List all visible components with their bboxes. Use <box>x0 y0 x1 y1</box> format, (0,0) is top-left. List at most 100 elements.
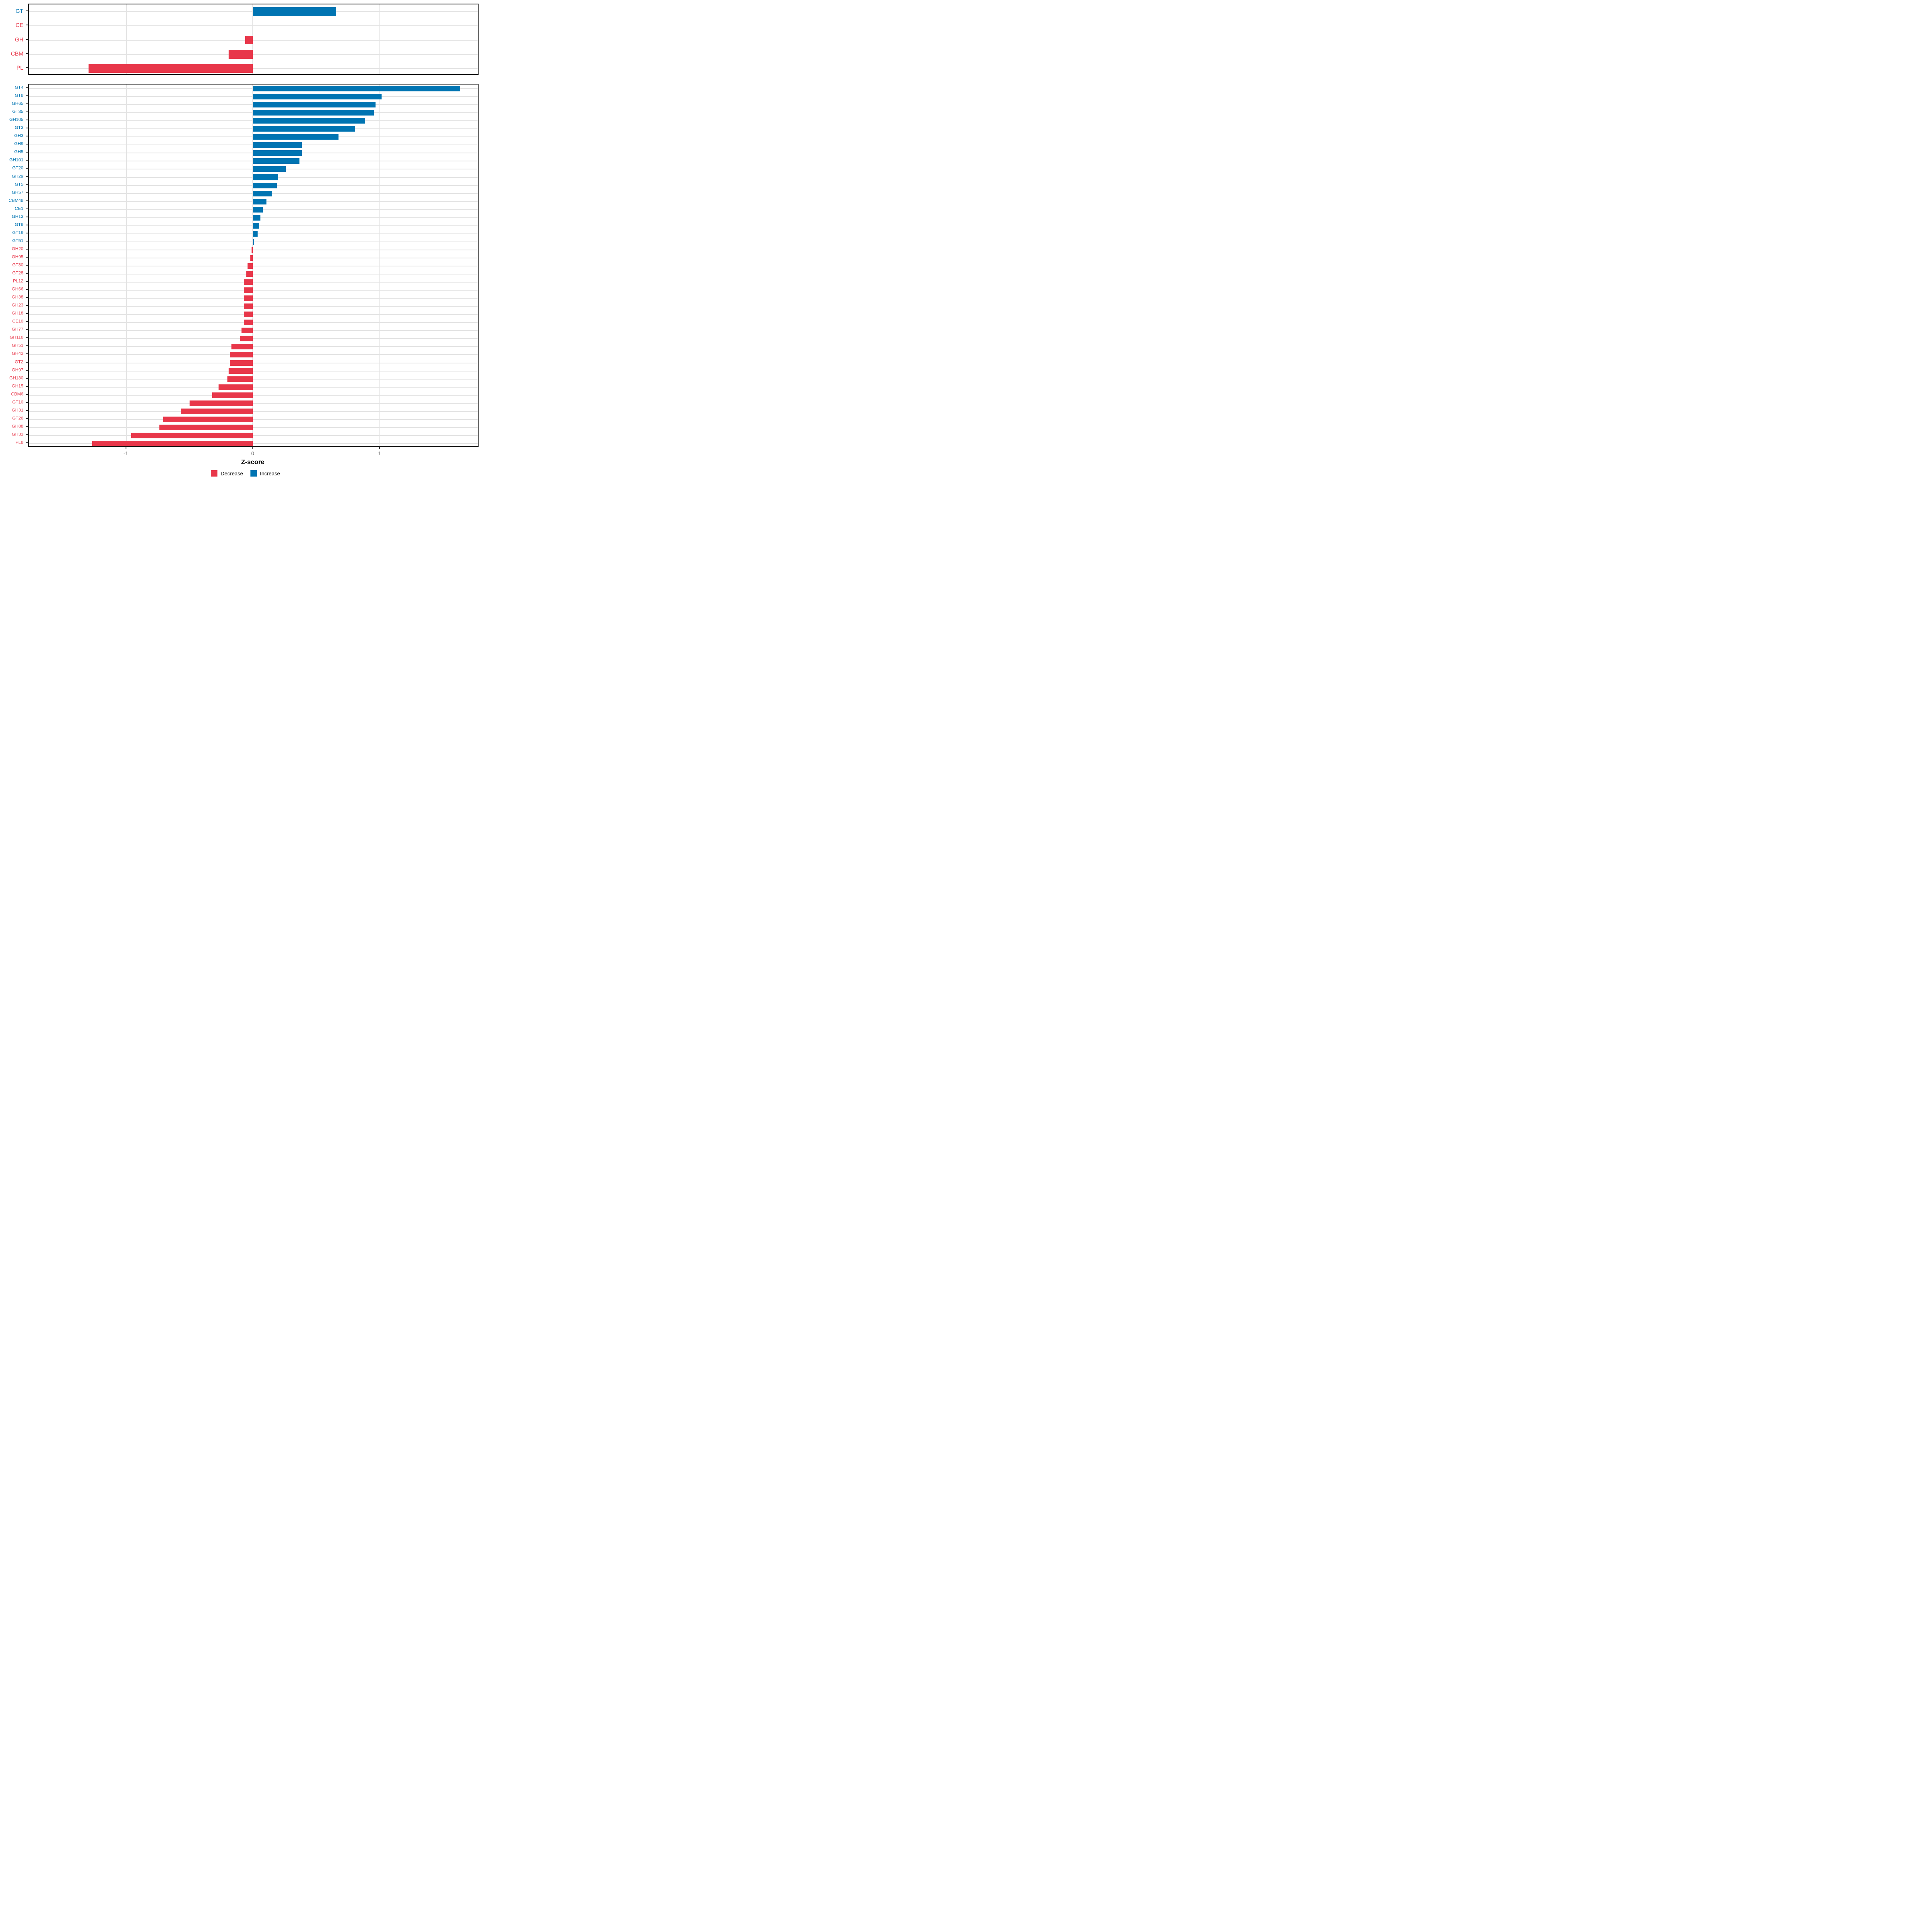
category-label-GH23: GH23 <box>12 303 23 308</box>
bar-GH97 <box>229 368 253 374</box>
bottom-panel-families <box>28 84 479 447</box>
bar-GH38 <box>244 295 253 301</box>
vertical-gridline <box>126 85 127 446</box>
y-axis-tick <box>26 265 28 266</box>
y-axis-tick <box>26 305 28 306</box>
horizontal-gridline <box>29 386 478 388</box>
y-axis-tick <box>26 418 28 419</box>
bar-GH65 <box>252 102 376 108</box>
category-label-GH57: GH57 <box>12 190 23 195</box>
horizontal-gridline <box>29 402 478 404</box>
category-label-GH20: GH20 <box>12 246 23 252</box>
bar-GH43 <box>230 352 253 358</box>
bar-GT30 <box>248 263 253 269</box>
category-label-GT51: GT51 <box>12 238 23 244</box>
legend-swatch-decrease <box>211 470 218 477</box>
horizontal-gridline <box>29 39 478 41</box>
y-axis-tick <box>26 208 28 209</box>
bar-GH51 <box>231 344 253 350</box>
y-axis-tick <box>26 353 28 355</box>
category-label-GT10: GT10 <box>12 400 23 405</box>
horizontal-gridline <box>29 370 478 372</box>
category-label-PL8: PL8 <box>15 440 23 445</box>
y-axis-tick <box>26 67 28 68</box>
y-axis-tick <box>26 184 28 185</box>
horizontal-gridline <box>29 427 478 428</box>
category-label-CE10: CE10 <box>12 319 23 324</box>
horizontal-gridline <box>29 338 478 339</box>
category-label-GT8: GT8 <box>14 93 23 98</box>
x-axis-tick <box>379 447 380 449</box>
y-axis-tick <box>26 329 28 330</box>
y-axis-tick <box>26 394 28 395</box>
category-label-GH101: GH101 <box>9 157 23 163</box>
bar-GH29 <box>252 174 278 180</box>
bar-GH13 <box>252 215 260 221</box>
horizontal-gridline <box>29 68 478 69</box>
bar-GH66 <box>244 287 253 293</box>
bar-GT10 <box>189 400 253 406</box>
x-axis-tick-label: 1 <box>378 450 381 456</box>
bar-GH88 <box>159 424 253 430</box>
category-label-GT2: GT2 <box>14 359 23 365</box>
category-label-GT30: GT30 <box>12 262 23 268</box>
horizontal-gridline <box>29 419 478 420</box>
horizontal-gridline <box>29 274 478 275</box>
category-label-GH29: GH29 <box>12 174 23 179</box>
y-axis-tick <box>26 87 28 89</box>
category-label-GH43: GH43 <box>12 351 23 356</box>
category-label-GH65: GH65 <box>12 101 23 106</box>
horizontal-gridline <box>29 298 478 299</box>
legend-swatch-increase <box>250 470 257 477</box>
category-label-GT: GT <box>15 7 23 14</box>
bar-GH18 <box>244 312 253 318</box>
category-label-GT19: GT19 <box>12 230 23 235</box>
bar-GT51 <box>252 239 254 245</box>
horizontal-gridline <box>29 322 478 323</box>
bar-GT8 <box>252 94 382 100</box>
category-label-GH3: GH3 <box>14 133 23 138</box>
bar-GH77 <box>241 328 253 334</box>
horizontal-gridline <box>29 282 478 283</box>
category-label-GH33: GH33 <box>12 432 23 437</box>
bar-GH105 <box>252 118 365 124</box>
y-axis-tick <box>26 313 28 314</box>
x-axis-tick-label: 0 <box>251 450 254 456</box>
horizontal-gridline <box>29 330 478 331</box>
category-label-GH15: GH15 <box>12 384 23 389</box>
bar-GT3 <box>252 126 355 132</box>
y-axis-tick <box>26 402 28 403</box>
horizontal-gridline <box>29 306 478 307</box>
category-label-GH66: GH66 <box>12 287 23 292</box>
vertical-gridline <box>126 4 127 74</box>
y-axis-tick <box>26 103 28 105</box>
bar-GH31 <box>180 408 253 414</box>
category-label-CBM: CBM <box>10 50 23 57</box>
y-axis-tick <box>26 10 28 11</box>
x-axis-tick-label: -1 <box>123 450 128 456</box>
y-axis-tick <box>26 240 28 242</box>
bar-CE10 <box>244 320 253 326</box>
y-axis-tick <box>26 378 28 379</box>
bar-GH33 <box>131 432 253 438</box>
bar-GT26 <box>163 416 253 422</box>
y-axis-tick <box>26 337 28 339</box>
category-label-GH130: GH130 <box>9 376 23 381</box>
bar-GH3 <box>252 134 339 140</box>
category-label-GT35: GT35 <box>12 109 23 114</box>
y-axis-tick <box>26 434 28 435</box>
bar-PL <box>88 64 253 73</box>
horizontal-gridline <box>29 354 478 355</box>
category-label-GT4: GT4 <box>14 85 23 90</box>
category-label-GT9: GT9 <box>14 222 23 227</box>
bar-GT20 <box>252 166 286 172</box>
bar-CE1 <box>252 206 263 213</box>
bar-GH23 <box>244 303 253 310</box>
horizontal-gridline <box>29 290 478 291</box>
category-label-GH9: GH9 <box>14 141 23 147</box>
y-axis-tick <box>26 95 28 97</box>
figure: GT CE GH CBM PL GT4 GT8 GH65 GT35 GH105 GT3 GH3 GH9… <box>0 0 483 483</box>
legend-label-increase: Increase <box>260 470 280 477</box>
y-axis-tick <box>26 111 28 113</box>
y-axis-tick <box>26 152 28 153</box>
